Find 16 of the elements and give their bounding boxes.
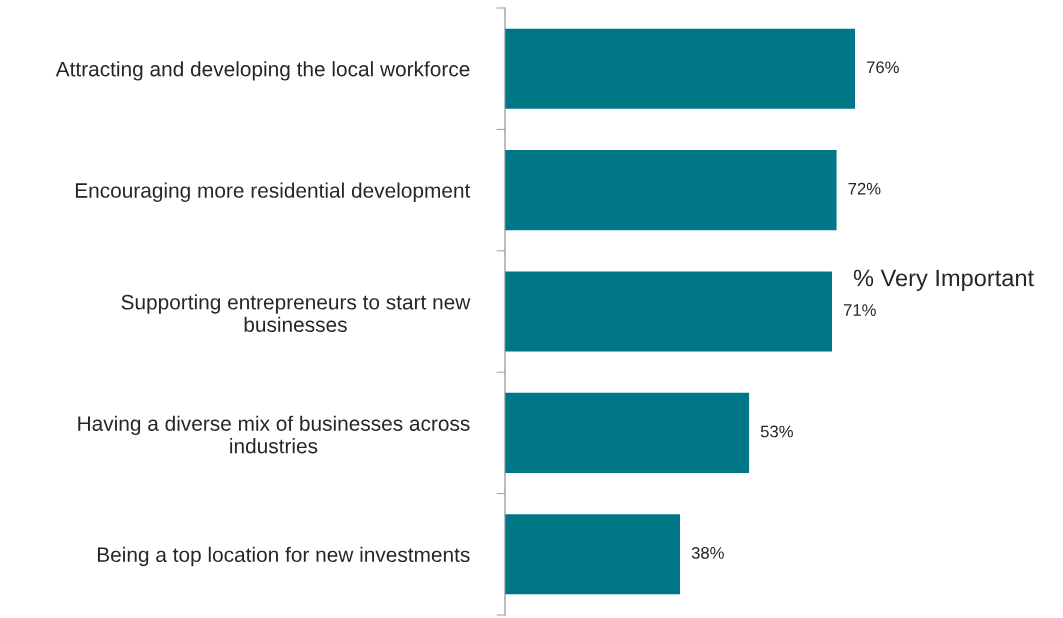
y-tick-label: Being a top location for new investments: [97, 546, 470, 567]
y-tick-label: Encouraging more residential development: [75, 182, 471, 202]
y-tick-label: Attracting and developing the local workforce: [55, 61, 470, 81]
y-tick-label: Having a diverse mix of businesses across industries: [78, 415, 470, 454]
annotation: % Very Important: [853, 269, 1034, 292]
data-label: 71%: [843, 304, 876, 316]
bar: [505, 28, 855, 109]
y-tick-label: Supporting entrepreneurs to start new businesses: [121, 294, 471, 332]
bar: [505, 392, 750, 473]
data-label: 76%: [866, 61, 899, 74]
bar: [505, 271, 832, 352]
bar: [505, 514, 680, 595]
data-label: 38%: [691, 546, 724, 559]
bar: [505, 150, 837, 231]
data-label: 53%: [760, 425, 793, 438]
data-label: 72%: [848, 182, 881, 195]
